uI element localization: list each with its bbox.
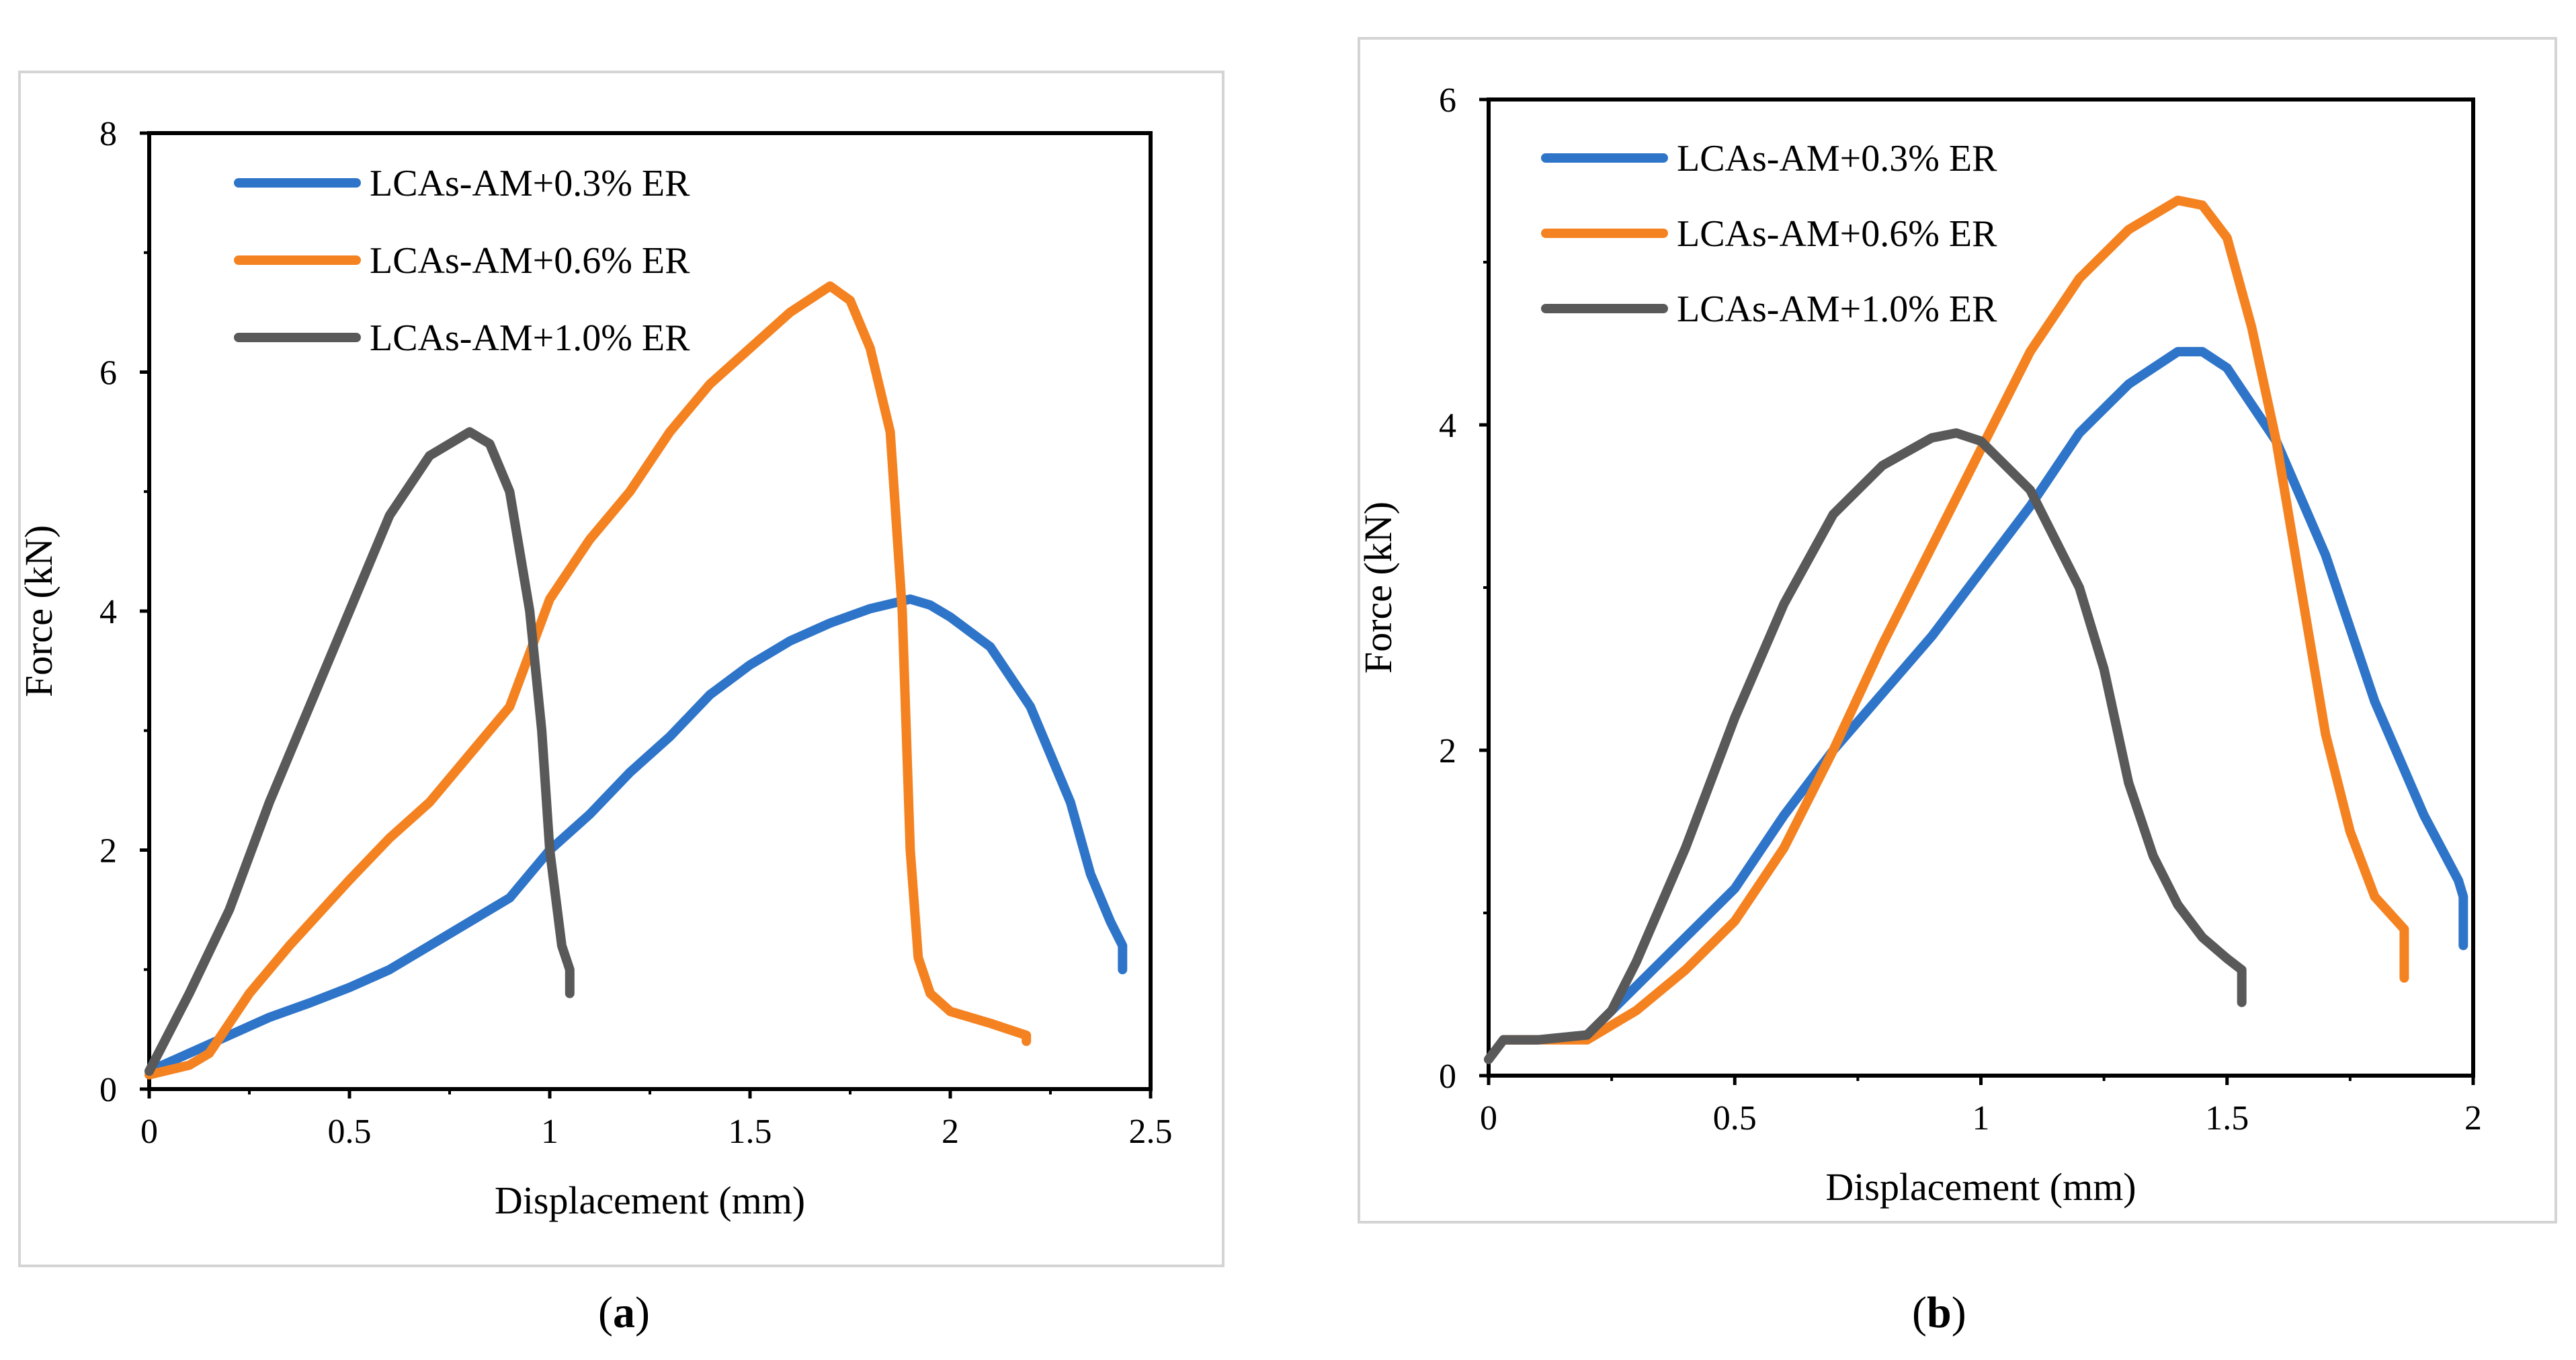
x-tick-label-a-1: 0.5 xyxy=(328,1113,372,1151)
series-line-b-1 xyxy=(1484,196,2409,1064)
x-tick-label-a-3: 1.5 xyxy=(729,1113,772,1151)
legend-label-b-1: LCAs-AM+0.6% ER xyxy=(1677,213,1997,255)
series-line-b-0 xyxy=(1484,347,2468,1064)
y-tick-label-a-1: 2 xyxy=(99,832,117,871)
caption-a: (a) xyxy=(598,1288,650,1337)
x-tick-label-a-0: 0 xyxy=(140,1113,158,1151)
x-tick-label-b-4: 2 xyxy=(2464,1099,2482,1137)
x-tick-label-b-1: 0.5 xyxy=(1713,1099,1757,1137)
legend-label-a-1: LCAs-AM+0.6% ER xyxy=(370,240,690,282)
legend-label-a-2: LCAs-AM+1.0% ER xyxy=(370,317,690,359)
legend-label-b-2: LCAs-AM+1.0% ER xyxy=(1677,288,1997,330)
y-tick-label-b-3: 6 xyxy=(1439,81,1456,120)
x-tick-label-b-3: 1.5 xyxy=(2205,1099,2249,1137)
x-tick-label-b-2: 1 xyxy=(1972,1099,1990,1137)
y-axis-label-a: Force (kN) xyxy=(17,525,60,697)
y-tick-label-b-1: 2 xyxy=(1439,732,1456,770)
y-axis-label-b: Force (kN) xyxy=(1356,502,1400,674)
series-line-a-0 xyxy=(144,594,1128,1076)
legend-label-a-0: LCAs-AM+0.3% ER xyxy=(370,163,690,204)
y-tick-label-b-2: 4 xyxy=(1439,407,1456,445)
y-tick-label-a-4: 8 xyxy=(99,115,117,153)
caption-b: (b) xyxy=(1912,1288,1966,1337)
caption-a-letter: a xyxy=(612,1288,635,1337)
series-line-b-2 xyxy=(1484,428,2247,1064)
legend-label-b-0: LCAs-AM+0.3% ER xyxy=(1677,138,1997,179)
y-tick-label-a-0: 0 xyxy=(99,1071,117,1109)
chart-a: 0 0.5 1 1.5 2 2.5 0 2 4 6 8 Displacement (mm) Force … xyxy=(17,115,1173,1222)
series-line-a-2 xyxy=(144,427,575,1076)
series-line-a-1 xyxy=(144,281,1032,1080)
x-tick-label-b-0: 0 xyxy=(1480,1099,1497,1137)
x-tick-label-a-5: 2.5 xyxy=(1129,1113,1173,1151)
x-tick-label-a-2: 1 xyxy=(541,1113,558,1151)
x-axis-label-b: Displacement (mm) xyxy=(1825,1165,2136,1209)
y-tick-label-a-3: 6 xyxy=(99,354,117,393)
y-tick-label-a-2: 4 xyxy=(99,593,117,631)
caption-b-letter: b xyxy=(1926,1288,1952,1337)
x-tick-label-a-4: 2 xyxy=(942,1113,959,1151)
chart-panel-a-frame xyxy=(18,71,1224,1267)
x-axis-label-a: Displacement (mm) xyxy=(495,1178,805,1222)
y-tick-label-b-0: 0 xyxy=(1439,1057,1456,1096)
chart-b: 0 0.5 1 1.5 2 0 2 4 6 Displacement (mm) Force (kN)… xyxy=(1356,81,2482,1209)
